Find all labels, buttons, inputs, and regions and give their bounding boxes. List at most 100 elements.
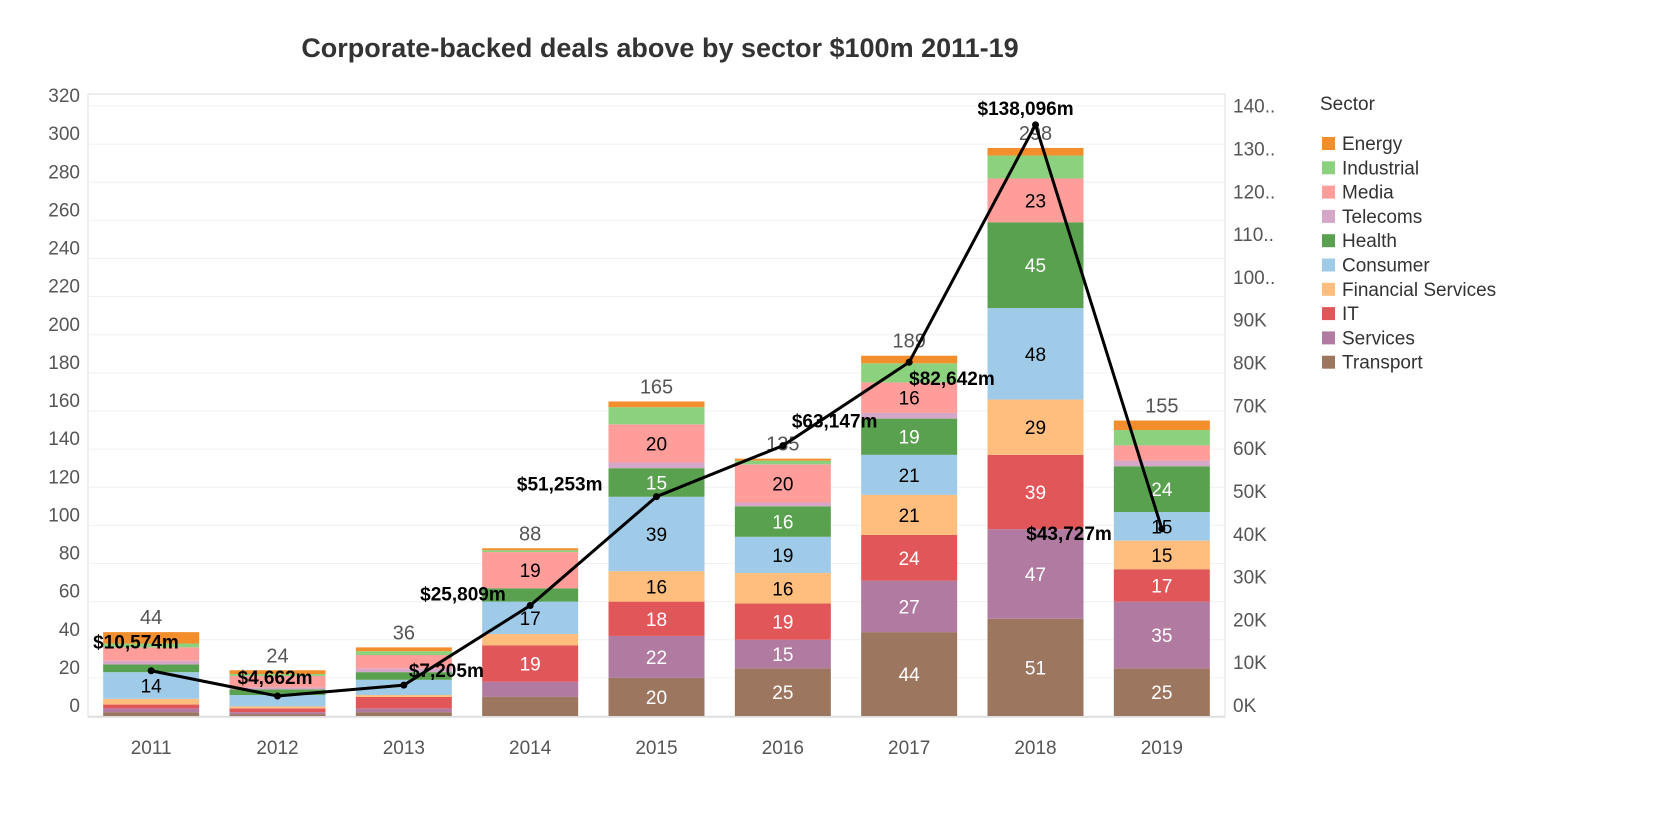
bar-segment-financial-services: [861, 494, 958, 535]
legend-item-transport[interactable]: Transport: [1322, 353, 1423, 374]
bar-segment-telecoms: [355, 668, 452, 673]
segment-label: 17: [1151, 576, 1172, 597]
bar-segment-energy: [1113, 420, 1210, 431]
legend: Energy Industrial Media Telecoms Health Consu…: [1322, 134, 1496, 374]
segment-label: 48: [1025, 345, 1046, 366]
bar-segment-industrial: [987, 155, 1084, 179]
bar-segment-telecoms: [1113, 460, 1210, 467]
bar-segment-it: [608, 601, 705, 636]
y-tick-label: 200: [48, 315, 80, 336]
y-tick-label: 20: [59, 658, 80, 679]
bar-segment-media: [1113, 445, 1210, 461]
bar-segment-telecoms: [103, 660, 200, 665]
bar-segment-media: [482, 552, 579, 589]
bar-segment-it: [103, 704, 200, 709]
legend-label: Financial Services: [1342, 280, 1496, 301]
legend-item-media[interactable]: Media: [1322, 183, 1394, 204]
segment-label: 21: [899, 466, 920, 487]
legend-swatch: [1322, 355, 1335, 369]
bar-segment-telecoms: [229, 687, 326, 690]
legend-label: Services: [1342, 328, 1415, 349]
bar-segment-transport: [229, 714, 326, 716]
line-point: [779, 442, 787, 450]
bar-segment-services: [734, 639, 831, 669]
legend-label: Health: [1342, 231, 1397, 252]
bar-segment-telecoms: [861, 412, 958, 419]
bar-segment-energy: [482, 548, 579, 551]
legend-item-energy[interactable]: Energy: [1322, 134, 1403, 155]
bar-segment-energy: [103, 632, 200, 644]
legend-swatch: [1322, 331, 1335, 345]
bar-total-label: 44: [140, 607, 162, 629]
y-tick-label: 60: [59, 582, 80, 603]
y-tick-label: 260: [48, 200, 80, 221]
bar-segment-industrial: [355, 651, 452, 655]
legend-item-it[interactable]: IT: [1322, 304, 1359, 325]
y2-tick-label: 70K: [1233, 396, 1267, 417]
bar-segment-health: [482, 588, 579, 602]
legend-item-services[interactable]: Services: [1322, 328, 1415, 349]
bar-segment-services: [355, 708, 452, 713]
legend-item-financial-services[interactable]: Financial Services: [1322, 280, 1496, 301]
legend-title: Sector: [1320, 94, 1376, 115]
x-tick-label: 2017: [888, 738, 930, 759]
y2-tick-label: 100..: [1233, 268, 1275, 289]
bar-segment-telecoms: [734, 502, 831, 507]
bar-segment-health: [355, 672, 452, 680]
value-line: $10,574m $4,662m $7,205m $25,809m $51,253m $6…: [93, 99, 1166, 700]
bar-segment-industrial: [734, 460, 831, 465]
line-point: [653, 493, 660, 501]
x-tick-label: 2013: [383, 738, 425, 759]
bar-segment-financial-services: [355, 695, 452, 697]
line-point: [1158, 525, 1166, 533]
line-point: [905, 358, 913, 366]
line-value-label: $63,147m: [792, 412, 878, 433]
y-tick-label: 300: [48, 124, 80, 145]
bar-segment-media: [608, 424, 705, 463]
segment-label: 15: [646, 473, 667, 494]
segment-label: 19: [899, 428, 920, 449]
x-tick-label: 2018: [1014, 738, 1056, 759]
line-value-label: $10,574m: [93, 633, 179, 654]
segment-label: 35: [1151, 626, 1172, 647]
bar-segment-financial-services: [103, 698, 200, 705]
bar-segment-telecoms: [608, 462, 705, 469]
line-value-label: $7,205m: [409, 661, 484, 682]
axes: 0 20 40 60 80 100 120 140 160 180 200 220 240 260 280 3…: [48, 86, 1275, 759]
bar-segment-media: [229, 675, 326, 688]
bar-segment-energy: [734, 458, 831, 461]
segment-label: 39: [646, 525, 667, 546]
bar-segment-health: [861, 418, 958, 455]
line-value-label: $4,662m: [238, 668, 313, 689]
segment-label: 17: [520, 609, 541, 630]
y2-tick-label: 130..: [1233, 140, 1275, 161]
y-tick-label: 40: [59, 620, 80, 641]
x-tick-label: 2016: [762, 738, 804, 759]
legend-item-telecoms[interactable]: Telecoms: [1322, 207, 1422, 228]
bar-total-label: 88: [519, 523, 541, 545]
legend-swatch: [1322, 161, 1335, 175]
legend-item-industrial[interactable]: Industrial: [1322, 158, 1419, 179]
legend-swatch: [1322, 185, 1335, 199]
legend-swatch: [1322, 209, 1335, 223]
line-point: [147, 667, 155, 675]
bars: 14 44 24 36 19 17 19 88 20 22 18 16 39 15 20 165 25 15 19 1…: [103, 123, 1210, 716]
segment-label: 20: [646, 688, 667, 709]
segment-label: 15: [772, 645, 793, 666]
segment-label: 45: [1025, 256, 1046, 277]
segment-label: 27: [899, 597, 920, 618]
legend-item-health[interactable]: Health: [1322, 231, 1397, 252]
legend-label: Telecoms: [1342, 207, 1422, 228]
y-tick-label: 160: [48, 391, 80, 412]
y-tick-label: 320: [48, 86, 80, 107]
segment-label: 19: [520, 655, 541, 676]
line-point: [274, 692, 281, 700]
x-tick-label: 2019: [1141, 738, 1183, 759]
y-tick-label: 220: [48, 277, 80, 298]
legend-item-consumer[interactable]: Consumer: [1322, 256, 1430, 277]
y-tick-label: 140: [48, 429, 80, 450]
bar-segment-transport: [608, 677, 705, 716]
bar-segment-energy: [229, 670, 326, 675]
legend-swatch: [1322, 282, 1335, 296]
line-value-label: $51,253m: [517, 475, 603, 496]
